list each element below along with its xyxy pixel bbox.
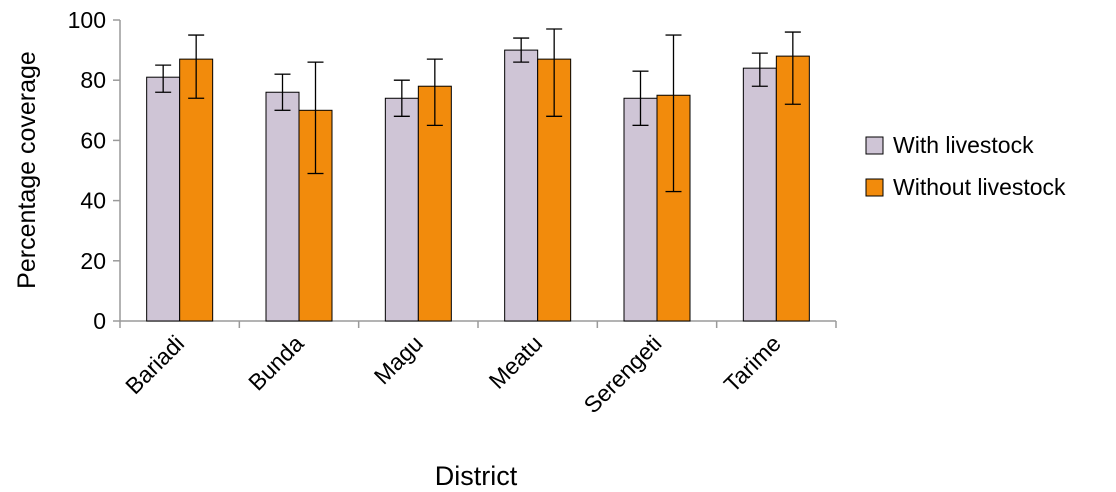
- bar-with-livestock-meatu: [504, 49, 539, 322]
- legend: With livestock Without livestock: [865, 132, 1066, 200]
- y-axis-label: Percentage coverage: [13, 51, 41, 289]
- x-tick-label: Tarime: [719, 330, 786, 397]
- bar-with-livestock-serengeti: [623, 97, 658, 322]
- bar-with-livestock-magu: [384, 97, 419, 322]
- y-tick-label: 20: [80, 248, 106, 274]
- legend-label: With livestock: [893, 132, 1034, 158]
- bar-with-livestock-bunda: [265, 91, 300, 322]
- x-tick-label: Meatu: [484, 330, 548, 394]
- bar-with-livestock-bariadi: [146, 76, 181, 322]
- y-tick-label: 80: [80, 67, 106, 93]
- y-tick-label: 40: [80, 188, 106, 214]
- bar-with-livestock-tarime: [742, 67, 777, 322]
- y-tick-label: 100: [68, 7, 106, 33]
- legend-swatch: [865, 178, 884, 197]
- legend-swatch: [865, 136, 884, 155]
- legend-label: Without livestock: [893, 174, 1066, 200]
- x-axis-label: District: [435, 461, 518, 491]
- x-tick-label: Magu: [369, 330, 428, 389]
- x-tick-label: Bunda: [243, 330, 309, 396]
- x-tick-label: Serengeti: [579, 330, 667, 418]
- plot-area: 0 20 40 60 80 100 Bariadi Bunda Magu Meatu Serenge…: [68, 7, 837, 418]
- y-tick-label: 60: [80, 127, 106, 153]
- y-tick-label: 0: [93, 308, 106, 334]
- x-tick-label: Bariadi: [120, 330, 189, 399]
